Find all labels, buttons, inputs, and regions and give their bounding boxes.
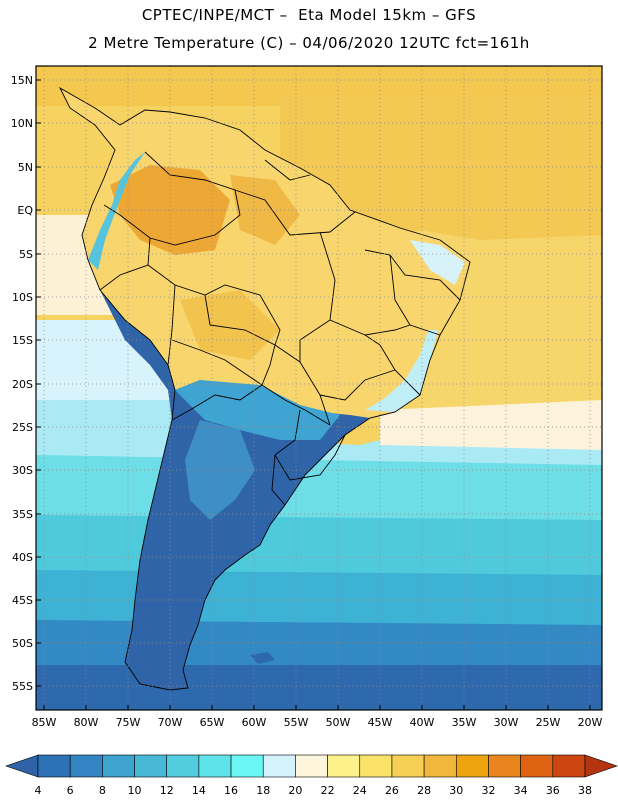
colorbar-swatch — [134, 754, 168, 778]
lat-label: 5N — [18, 161, 33, 174]
colorbar-label: 12 — [160, 784, 174, 797]
colorbar-swatch — [552, 754, 586, 778]
lat-label: 45S — [12, 594, 33, 607]
colorbar-label: 34 — [514, 784, 528, 797]
lat-label: 15N — [11, 74, 33, 87]
lat-label: 40S — [12, 551, 33, 564]
longitude-labels: 85W 80W 75W 70W 65W 60W 55W 50W 45W 40W … — [32, 716, 603, 729]
colorbar-swatch — [520, 754, 554, 778]
lat-label: EQ — [17, 204, 33, 217]
lat-label: 25S — [12, 421, 33, 434]
colorbar-swatch — [327, 754, 361, 778]
colorbar-label: 30 — [449, 784, 463, 797]
colorbar-swatch — [102, 754, 135, 778]
colorbar-label: 20 — [288, 784, 302, 797]
lon-label: 55W — [284, 716, 309, 729]
axis-ticks — [36, 79, 591, 710]
map-title: CPTEC/INPE/MCT – Eta Model 15km – GFS — [141, 6, 477, 24]
lon-label: 65W — [200, 716, 225, 729]
colorbar-label: 18 — [256, 784, 270, 797]
lon-label: 60W — [242, 716, 267, 729]
lon-label: 85W — [32, 716, 57, 729]
colorbar-label: 22 — [321, 784, 335, 797]
colorbar-swatch — [455, 754, 489, 778]
lon-label: 30W — [494, 716, 519, 729]
colorbar-arrow-high — [584, 754, 618, 778]
lat-label: 20S — [12, 378, 33, 391]
colorbar-label: 36 — [546, 784, 560, 797]
colorbar-swatch — [359, 754, 393, 778]
colorbar-label: 16 — [224, 784, 238, 797]
temperature-colorbar: 4 6 8 10 12 14 16 18 20 22 24 26 28 30 32 34 36 38 — [5, 754, 618, 797]
lat-label: 55S — [12, 680, 33, 693]
lat-label: 50S — [12, 637, 33, 650]
lon-label: 70W — [158, 716, 183, 729]
colorbar-label: 26 — [385, 784, 399, 797]
lon-label: 35W — [452, 716, 477, 729]
lat-label: 15S — [12, 334, 33, 347]
latitude-labels: 15N 10N 5N EQ 5S 10S 15S 20S 25S 30S 35S… — [11, 74, 34, 693]
lat-label: 10N — [11, 117, 33, 130]
colorbar-label: 10 — [128, 784, 142, 797]
colorbar-swatch — [69, 754, 103, 778]
colorbar-swatch — [423, 754, 457, 778]
colorbar-swatch — [230, 754, 264, 778]
colorbar-swatch — [198, 754, 232, 778]
map-frame — [35, 65, 603, 711]
lat-label: 35S — [12, 508, 33, 521]
colorbar-label: 32 — [481, 784, 495, 797]
colorbar-label: 4 — [35, 784, 42, 797]
colorbar-swatch — [295, 754, 328, 778]
lon-label: 75W — [116, 716, 141, 729]
colorbar-swatch — [37, 754, 71, 778]
colorbar-label: 28 — [417, 784, 431, 797]
colorbar-label: 6 — [67, 784, 74, 797]
lon-label: 25W — [536, 716, 561, 729]
colorbar-label: 24 — [353, 784, 367, 797]
lon-label: 45W — [368, 716, 393, 729]
colorbar-label: 38 — [578, 784, 592, 797]
lat-label: 10S — [12, 291, 33, 304]
lon-label: 20W — [578, 716, 603, 729]
colorbar-swatch — [391, 754, 425, 778]
map-plot-area — [36, 66, 602, 710]
colorbar-swatch — [488, 754, 521, 778]
lon-label: 40W — [410, 716, 435, 729]
lat-label: 30S — [12, 464, 33, 477]
lon-label: 50W — [326, 716, 351, 729]
colorbar-label: 14 — [192, 784, 206, 797]
colorbar-swatch — [166, 754, 200, 778]
colorbar-swatch — [262, 754, 296, 778]
lon-label: 80W — [74, 716, 99, 729]
map-subtitle: 2 Metre Temperature (C) – 04/06/2020 12U… — [88, 34, 530, 52]
lat-label: 5S — [19, 248, 33, 261]
colorbar-label: 8 — [99, 784, 106, 797]
colorbar-arrow-low — [5, 754, 39, 778]
